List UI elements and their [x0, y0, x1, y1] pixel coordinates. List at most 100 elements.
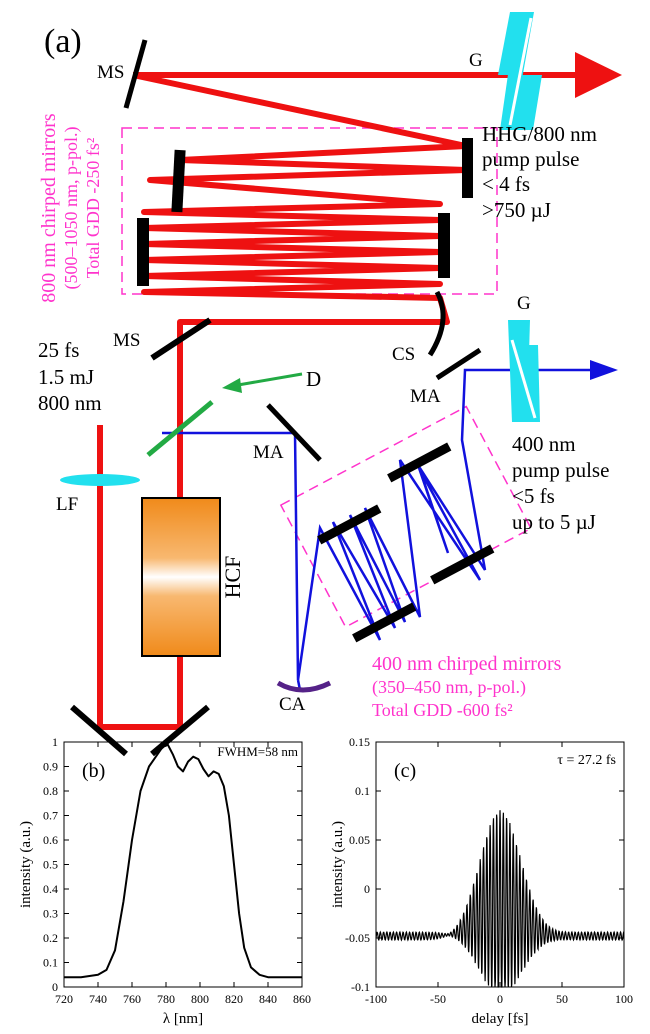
chirped-mirror-400-2: [387, 442, 452, 483]
chirped-800-line-1: 800 nm chirped mirrors: [38, 113, 60, 303]
chirped-mirror-400-4: [430, 544, 495, 585]
chart-b-spectrum: 720 740 760 780 800 820 840 860 0 0.1 0.2 0.3 0.4 0.5…: [18, 735, 311, 1027]
chirped-400-line-1: 400 nm chirped mirrors: [372, 653, 562, 675]
x-tick-label: 760: [123, 992, 141, 1006]
chart-c-autocorrelation: -100 -50 0 50 100 -0.1 -0.05 0 0.05 0.1 0.15 delay …: [330, 735, 633, 1027]
y-tick-label: -0.05: [345, 931, 370, 945]
cs-curved-mirror: [427, 290, 446, 357]
chirped-mirrors-400-box: [279, 405, 533, 628]
chirped-mirror-800-3: [137, 218, 149, 286]
autocorrelation-trace: [375, 810, 625, 988]
chirped-mirror-400-1: [317, 504, 382, 545]
pump-400-text: 400 nm pump pulse <5 fs up to 5 µJ: [512, 432, 609, 534]
label-ma-left: MA: [253, 442, 284, 463]
ms-top-mirror: [123, 39, 148, 109]
label-d: D: [306, 367, 321, 391]
x-tick-label: -100: [365, 992, 387, 1006]
panel-a-label: (a): [44, 23, 82, 60]
y-tick-label: 0.4: [43, 882, 58, 896]
input-pulse-text: 25 fs 1.5 mJ 800 nm: [38, 338, 102, 415]
y-tick-label: 0: [364, 882, 370, 896]
x-tick-label: 800: [191, 992, 209, 1006]
chirped-mirror-800-4: [438, 213, 450, 278]
fwhm-annotation: FWHM=58 nm: [217, 744, 298, 759]
pump-400-line-3: <5 fs: [512, 484, 555, 508]
tau-annotation: τ = 27.2 fs: [557, 753, 616, 768]
panel-a-setup: (a): [38, 12, 622, 757]
blue-output-arrow: [590, 360, 618, 380]
input-pulse-line-2: 1.5 mJ: [38, 365, 94, 389]
bottom-mirror-right: [150, 704, 210, 757]
label-g-top: G: [469, 50, 483, 71]
chirped-mirrors-400: [317, 442, 495, 643]
x-tick-label: 720: [55, 992, 73, 1006]
x-tick-label: 820: [225, 992, 243, 1006]
ma-right-mirror: [435, 347, 482, 381]
chirped-mirror-800-2: [462, 138, 473, 198]
y-tick-label: 0.05: [349, 833, 370, 847]
chirped-400-line-3: Total GDD -600 fs²: [372, 700, 513, 720]
y-axis-label: intensity (a.u.): [18, 821, 34, 908]
panel-b-label: (b): [82, 760, 105, 782]
y-tick-label: 0.1: [355, 784, 370, 798]
chirped-mirror-800-1: [171, 149, 186, 213]
label-ms-top: MS: [97, 62, 124, 83]
label-ca: CA: [279, 694, 306, 715]
hhg-pump-line-3: < 4 fs: [482, 172, 530, 196]
y-tick-label: 0.1: [43, 956, 58, 970]
label-lf: LF: [56, 494, 78, 515]
chirped-800-text: 800 nm chirped mirrors (500–1050 nm, p-p…: [38, 113, 103, 303]
x-axis-label: λ [nm]: [163, 1011, 203, 1027]
label-hcf: HCF: [220, 556, 245, 599]
x-tick-label: 100: [615, 992, 633, 1006]
x-tick-label: 50: [556, 992, 568, 1006]
red-beam-compressor: [132, 72, 469, 330]
label-g-bottom: G: [517, 293, 531, 314]
x-tick-label: 780: [157, 992, 175, 1006]
pump-400-line-4: up to 5 µJ: [512, 510, 596, 534]
lf-lens: [60, 474, 140, 486]
red-output-arrow: [575, 52, 622, 98]
d-arrow-head: [222, 378, 242, 393]
y-tick-label: 0: [52, 980, 58, 994]
y-tick-label: -0.1: [351, 980, 370, 994]
hollow-core-fiber: [141, 497, 221, 657]
y-tick-label: 1: [52, 735, 58, 749]
input-pulse-line-1: 25 fs: [38, 338, 79, 362]
d-arrow-line: [237, 372, 303, 387]
pump-400-line-2: pump pulse: [512, 458, 609, 482]
y-tick-label: 0.15: [349, 735, 370, 749]
wedge-pair-top: [498, 12, 542, 130]
hhg-pump-line-2: pump pulse: [482, 147, 579, 171]
ca-curved-mirror: [276, 680, 332, 693]
x-tick-label: 0: [497, 992, 503, 1006]
chirped-mirror-400-3: [352, 602, 417, 643]
panel-c-label: (c): [394, 760, 416, 782]
chirped-400-text: 400 nm chirped mirrors (350–450 nm, p-po…: [372, 653, 562, 720]
x-tick-label: 740: [89, 992, 107, 1006]
spectrum-line: [64, 743, 302, 979]
dichroic-mirror: [146, 400, 214, 457]
x-tick-label: 860: [293, 992, 311, 1006]
label-cs: CS: [392, 344, 415, 365]
x-axis-label: delay [fs]: [471, 1011, 528, 1027]
x-tick-label: 840: [259, 992, 277, 1006]
input-pulse-line-3: 800 nm: [38, 391, 102, 415]
bottom-mirror-left: [70, 704, 128, 757]
hhg-pump-line-1: HHG/800 nm: [482, 122, 597, 146]
label-ms-bottom: MS: [113, 330, 140, 351]
hhg-pump-line-4: >750 µJ: [482, 198, 551, 222]
y-tick-label: 0.7: [43, 809, 58, 823]
label-ma-right: MA: [410, 386, 441, 407]
y-tick-label: 0.6: [43, 833, 58, 847]
y-tick-label: 0.9: [43, 760, 58, 774]
chirped-400-line-2: (350–450 nm, p-pol.): [372, 677, 526, 698]
hhg-pump-text: HHG/800 nm pump pulse < 4 fs >750 µJ: [482, 122, 597, 222]
y-tick-label: 0.8: [43, 784, 58, 798]
y-axis-label: intensity (a.u.): [330, 821, 346, 908]
y-tick-label: 0.5: [43, 858, 58, 872]
wedge-pair-bottom: [508, 320, 540, 422]
x-tick-label: -50: [430, 992, 446, 1006]
ms-bottom-mirror: [150, 317, 212, 361]
